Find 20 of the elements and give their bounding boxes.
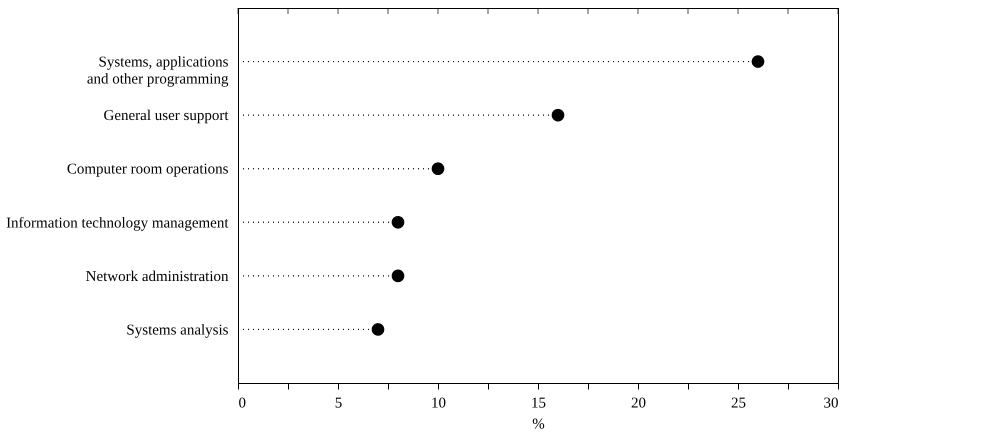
- point: [552, 108, 564, 122]
- point: [752, 55, 764, 68]
- x-tick-label: 10: [431, 396, 446, 412]
- x-tick-label: 0: [238, 396, 246, 412]
- y-tick-label: Computer room operations: [66, 162, 229, 178]
- point: [392, 216, 404, 229]
- y-tick-label: General user support: [104, 108, 230, 124]
- y-tick-label: Systems, applications and other programming: [86, 54, 229, 88]
- y-tick-label: Information technology management: [6, 215, 230, 232]
- point: [372, 323, 384, 336]
- x-tick-label: 15: [531, 396, 546, 412]
- y-tick-label: Systems analysis: [126, 322, 229, 338]
- x-tick-label: 5: [334, 396, 342, 412]
- x-tick-label: 25: [731, 396, 746, 412]
- point: [432, 162, 444, 176]
- y-tick-label: Network administration: [86, 268, 229, 285]
- x-axis-title: %: [532, 416, 545, 432]
- x-tick-label: 20: [631, 396, 646, 412]
- x-tick-label: 30: [824, 396, 838, 412]
- point: [392, 270, 404, 282]
